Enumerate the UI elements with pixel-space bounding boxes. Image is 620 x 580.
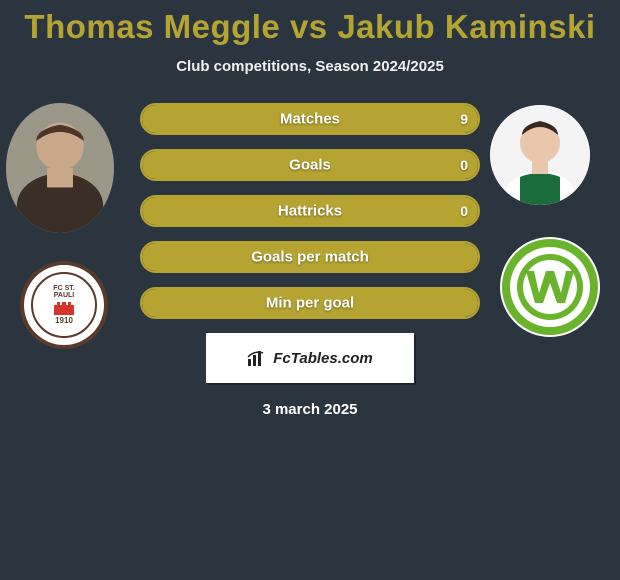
stat-row: Min per goal	[140, 287, 480, 319]
chart-icon	[247, 349, 269, 367]
stat-value-right: 9	[460, 111, 468, 127]
stat-label: Goals	[289, 157, 331, 174]
club-left-name-top: FC ST.	[53, 285, 74, 292]
person-icon	[490, 105, 590, 205]
club-left-year: 1910	[55, 317, 73, 325]
stat-row: Matches 9	[140, 103, 480, 135]
stat-value-right: 0	[460, 203, 468, 219]
club-left-logo-inner: FC ST. PAULI 1910	[31, 272, 97, 338]
player-right-avatar	[490, 105, 590, 205]
attribution-text: FcTables.com	[273, 350, 372, 367]
stat-row: Hattricks 0	[140, 195, 480, 227]
stat-label: Min per goal	[266, 295, 354, 312]
stat-label: Matches	[280, 111, 340, 128]
comparison-panel: FC ST. PAULI 1910 Matches9Goals0Hattrick…	[0, 103, 620, 418]
stat-row: Goals per match	[140, 241, 480, 273]
stat-label: Hattricks	[278, 203, 342, 220]
club-right-logo	[500, 237, 600, 337]
person-icon	[6, 103, 114, 233]
club-left-logo: FC ST. PAULI 1910	[20, 261, 108, 349]
stat-value-right: 0	[460, 157, 468, 173]
page-title: Thomas Meggle vs Jakub Kaminski	[0, 0, 620, 46]
stat-row: Goals 0	[140, 149, 480, 181]
stat-bars: Matches 9 Goals 0 Hattricks 0 Goals per match M…	[140, 103, 480, 319]
date-label: 3 march 2025	[0, 401, 620, 418]
stat-label: Goals per match	[251, 249, 369, 266]
attribution-badge: FcTables.com	[206, 333, 414, 383]
player-left-avatar	[6, 103, 114, 233]
wolfsburg-logo-icon	[500, 237, 600, 337]
subtitle: Club competitions, Season 2024/2025	[0, 58, 620, 75]
club-left-name-mid: PAULI	[54, 292, 74, 299]
castle-icon	[51, 299, 77, 317]
